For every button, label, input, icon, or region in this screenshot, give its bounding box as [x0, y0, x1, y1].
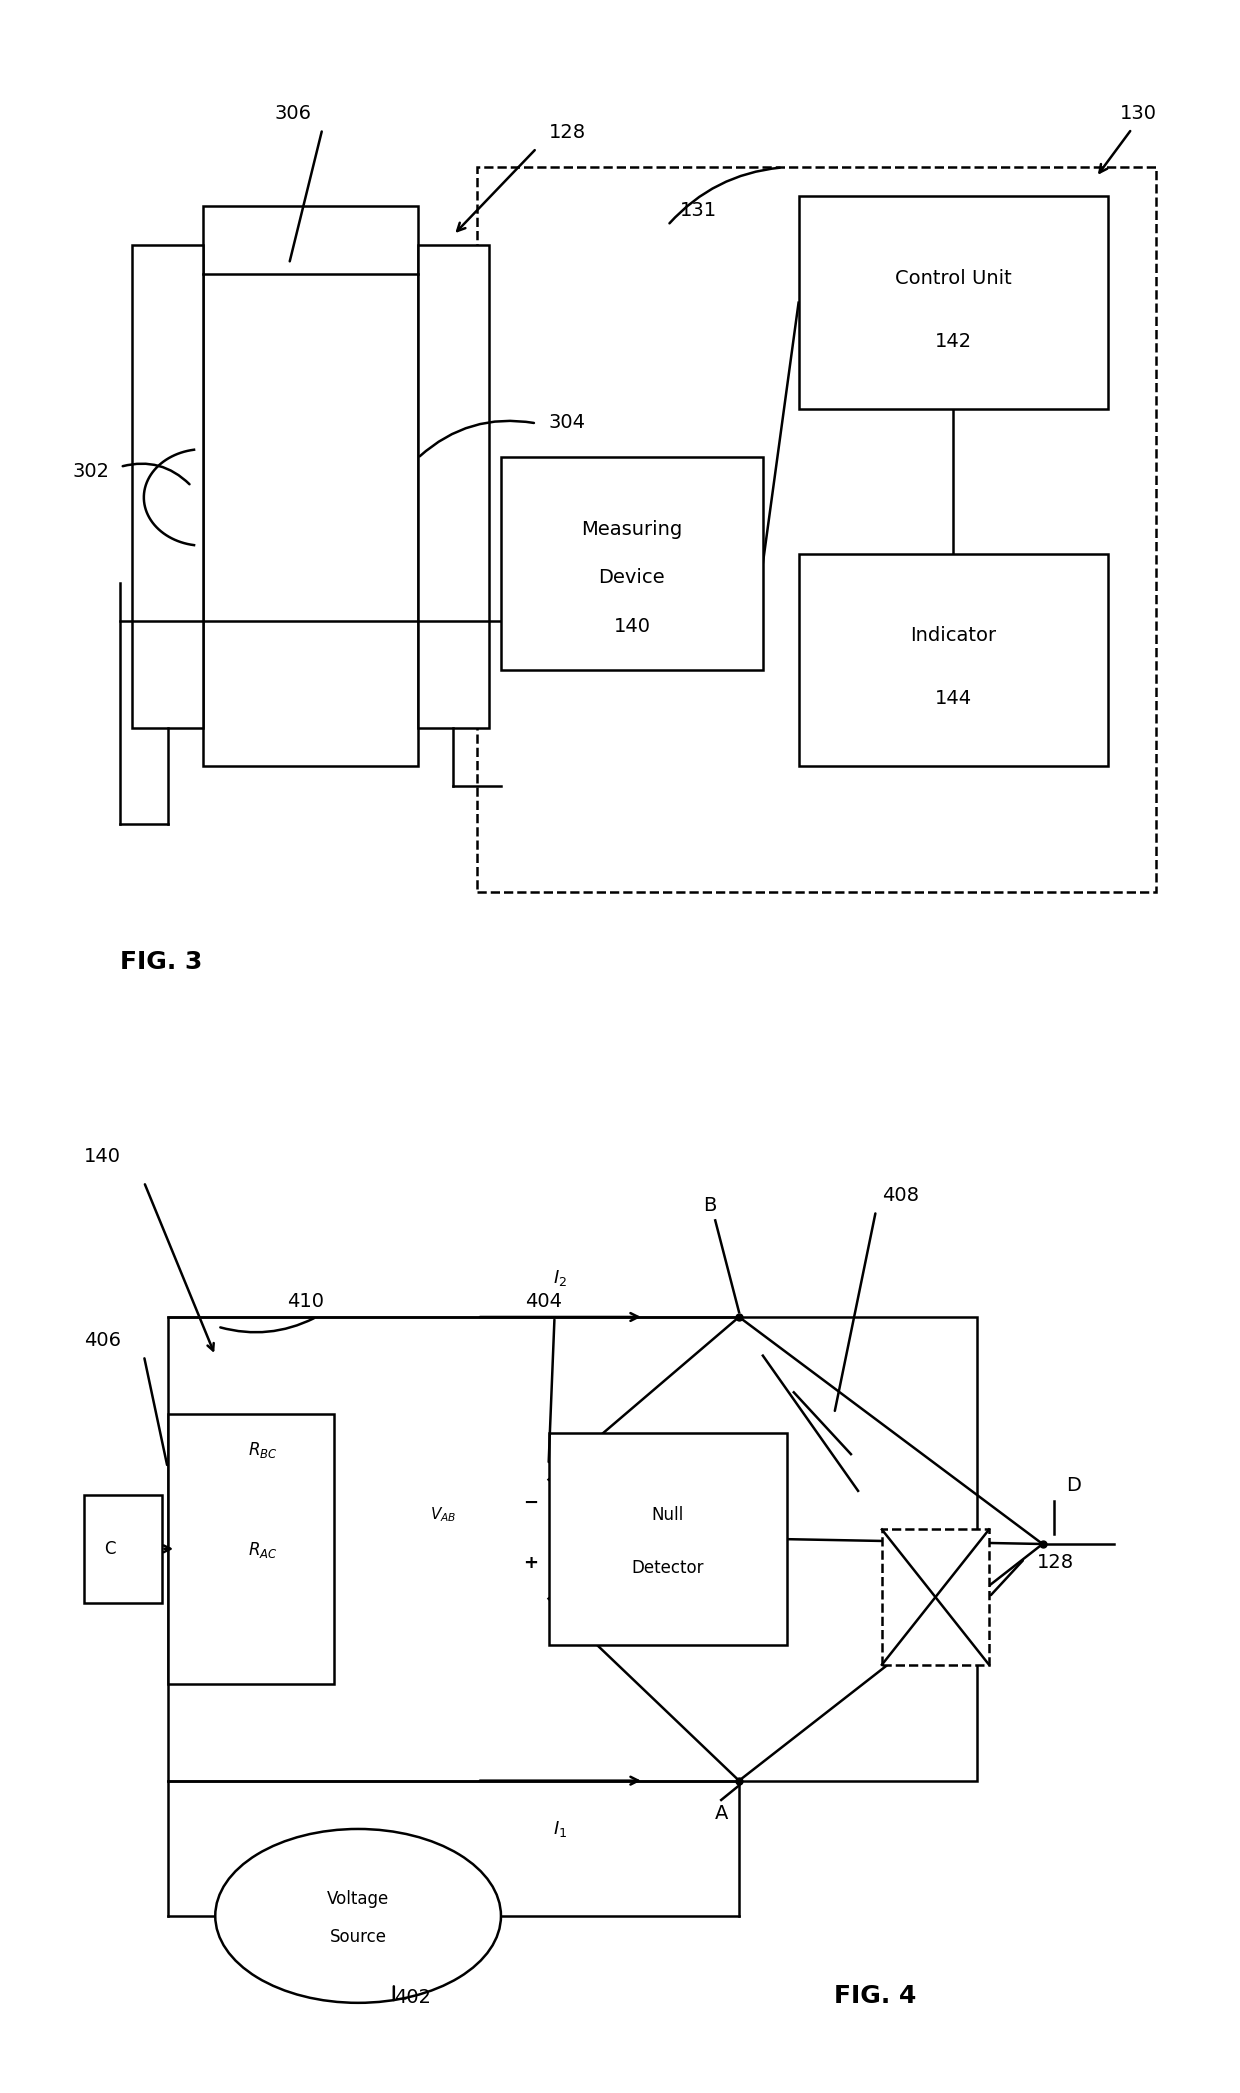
- Bar: [548, 1434, 786, 1645]
- Text: Measuring: Measuring: [582, 521, 682, 540]
- Text: Detector: Detector: [631, 1559, 704, 1578]
- Text: 140: 140: [84, 1147, 122, 1166]
- Text: 131: 131: [680, 201, 717, 220]
- Text: $I_2$: $I_2$: [553, 1268, 568, 1287]
- Bar: [167, 1413, 335, 1685]
- Text: 402: 402: [394, 1988, 430, 2007]
- Text: C: C: [104, 1540, 115, 1557]
- Bar: [799, 197, 1109, 408]
- Ellipse shape: [216, 1829, 501, 2003]
- Bar: [418, 245, 489, 728]
- Text: −: −: [523, 1494, 538, 1511]
- Text: 410: 410: [286, 1291, 324, 1312]
- Text: Source: Source: [330, 1928, 387, 1946]
- Text: Control Unit: Control Unit: [895, 270, 1012, 289]
- Text: 130: 130: [1120, 105, 1157, 123]
- Text: FIG. 3: FIG. 3: [120, 950, 202, 973]
- Text: 142: 142: [935, 333, 972, 352]
- Text: $R_{BC}$: $R_{BC}$: [248, 1440, 278, 1461]
- Text: 304: 304: [548, 412, 585, 433]
- Bar: [203, 205, 418, 766]
- Bar: [799, 555, 1109, 766]
- Bar: [501, 456, 763, 670]
- Text: FIG. 4: FIG. 4: [835, 1984, 916, 2007]
- Text: $V_{AB}$: $V_{AB}$: [429, 1505, 456, 1524]
- Text: 302: 302: [72, 463, 109, 481]
- Bar: [167, 1316, 977, 1781]
- Text: 404: 404: [525, 1291, 562, 1312]
- Text: Voltage: Voltage: [327, 1890, 389, 1907]
- Text: 408: 408: [882, 1187, 919, 1206]
- Text: D: D: [1066, 1476, 1081, 1494]
- Bar: [882, 1530, 990, 1664]
- Bar: [84, 1494, 161, 1603]
- Text: Device: Device: [599, 569, 665, 588]
- Text: 406: 406: [84, 1331, 122, 1350]
- Text: +: +: [523, 1555, 538, 1572]
- Text: B: B: [703, 1195, 717, 1214]
- Text: 128: 128: [548, 123, 585, 142]
- Text: $I_1$: $I_1$: [553, 1819, 568, 1840]
- Text: A: A: [715, 1804, 729, 1823]
- Text: 306: 306: [275, 105, 311, 123]
- Bar: [477, 167, 1156, 892]
- Text: Indicator: Indicator: [910, 626, 997, 645]
- Text: 140: 140: [614, 617, 651, 636]
- Bar: [131, 245, 203, 728]
- Text: Null: Null: [651, 1507, 683, 1524]
- Text: 144: 144: [935, 689, 972, 707]
- Text: 128: 128: [1037, 1553, 1074, 1572]
- Text: $R_{AC}$: $R_{AC}$: [248, 1540, 278, 1561]
